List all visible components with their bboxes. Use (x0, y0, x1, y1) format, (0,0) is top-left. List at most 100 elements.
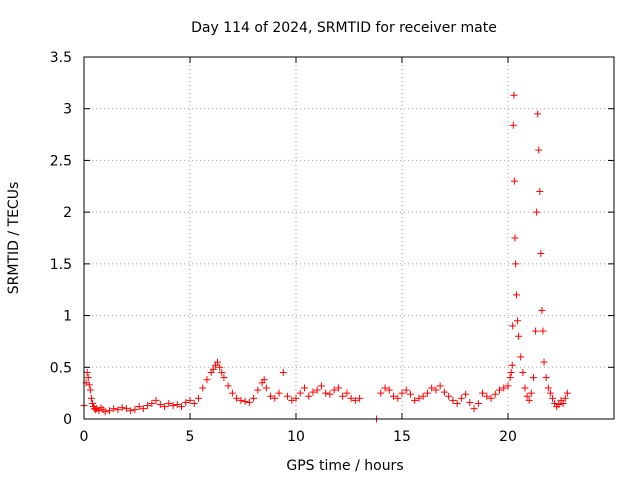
data-point (347, 394, 355, 402)
data-point (101, 408, 109, 416)
data-point (534, 110, 542, 118)
data-point (483, 392, 491, 400)
x-tick-label: 15 (393, 429, 411, 445)
data-point (237, 396, 245, 404)
y-tick-label: 2.5 (50, 153, 72, 169)
data-point (394, 394, 402, 402)
data-point (474, 399, 482, 407)
data-point (275, 389, 283, 397)
data-point (527, 389, 535, 397)
data-point (519, 368, 527, 376)
data-point (532, 327, 540, 335)
data-point (537, 250, 545, 258)
x-tick-label: 5 (186, 429, 195, 445)
data-point (504, 382, 512, 390)
data-point (203, 376, 211, 384)
y-tick-label: 1 (63, 309, 72, 325)
data-point (525, 396, 533, 404)
data-point (309, 388, 317, 396)
data-point (110, 405, 118, 413)
data-point (507, 368, 515, 376)
data-point (305, 392, 313, 400)
x-axis-label: GPS time / hours (286, 458, 403, 474)
data-point (156, 401, 164, 409)
data-point (509, 121, 517, 129)
data-point (118, 404, 126, 412)
data-point (546, 389, 554, 397)
data-point (542, 374, 550, 382)
data-point (390, 392, 398, 400)
data-point (457, 394, 465, 402)
data-point (538, 306, 546, 314)
data-point (271, 394, 279, 402)
data-point (351, 396, 359, 404)
data-point (449, 396, 457, 404)
data-point (440, 388, 448, 396)
data-point (296, 389, 304, 397)
data-point (122, 405, 130, 413)
data-point (406, 390, 414, 398)
data-point (540, 358, 548, 366)
chart-title: Day 114 of 2024, SRMTID for receiver mat… (191, 20, 497, 36)
data-point (339, 392, 347, 400)
data-point (536, 187, 544, 195)
data-point (479, 389, 487, 397)
data-point (300, 384, 308, 392)
data-point (470, 405, 478, 413)
data-point (241, 397, 249, 405)
plot-frame (83, 56, 615, 420)
tick-layer: 0 0.5 1 1.5 2 2.5 3 3.5 0 5 10 15 20 (50, 50, 614, 445)
y-tick-label: 0.5 (50, 360, 72, 376)
data-point (317, 382, 325, 390)
data-point (377, 389, 385, 397)
data-point (292, 394, 300, 402)
data-point (86, 386, 94, 394)
data-point (334, 384, 342, 392)
data-point (233, 394, 241, 402)
data-point (500, 384, 508, 392)
data-point (466, 398, 474, 406)
x-tick-label: 20 (499, 429, 517, 445)
data-point (250, 394, 258, 402)
data-point (284, 392, 292, 400)
data-point (322, 389, 330, 397)
data-point (343, 389, 351, 397)
data-point (260, 376, 268, 384)
data-point (209, 365, 217, 373)
data-point (411, 396, 419, 404)
data-point (514, 317, 522, 325)
data-point (523, 392, 531, 400)
data-point (194, 394, 202, 402)
data-point (419, 392, 427, 400)
data-point (262, 384, 270, 392)
data-point (165, 399, 173, 407)
data-point (462, 390, 470, 398)
data-point (549, 394, 557, 402)
data-point (559, 399, 567, 407)
data-point (218, 368, 226, 376)
data-point (563, 389, 571, 397)
data-point (330, 386, 338, 394)
data-point (428, 384, 436, 392)
data-point (496, 386, 504, 394)
y-tick-label: 2 (63, 205, 72, 221)
data-point (139, 405, 147, 413)
data-point (398, 389, 406, 397)
data-point (356, 394, 364, 402)
y-axis-label: SRMTID / TECUs (6, 182, 22, 295)
data-point (381, 384, 389, 392)
data-point (539, 327, 547, 335)
data-point (88, 399, 96, 407)
data-point (199, 384, 207, 392)
data-point (512, 291, 520, 299)
data-point (190, 399, 198, 407)
data-point (131, 406, 139, 414)
data-point (517, 353, 525, 361)
data-point (512, 260, 520, 268)
data-point (245, 398, 253, 406)
data-point (114, 406, 122, 414)
data-point (84, 374, 92, 382)
data-point (385, 386, 393, 394)
data-point (186, 396, 194, 404)
